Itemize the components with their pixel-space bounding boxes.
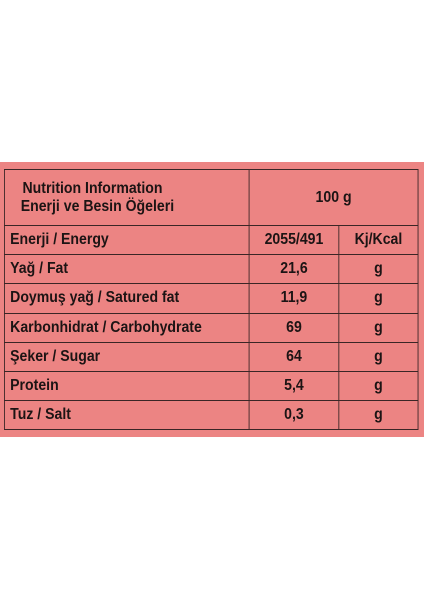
row-value-saturated-fat: 11,9 bbox=[248, 283, 340, 314]
row-unit-energy: Kj/Kcal bbox=[338, 225, 419, 256]
table-header-row: Nutrition Information Enerji ve Besin Öğ… bbox=[4, 168, 419, 227]
row-unit-protein: g bbox=[338, 370, 419, 401]
row-value-salt: 0,3 bbox=[248, 399, 340, 431]
row-label-energy: Enerji / Energy bbox=[4, 225, 250, 256]
row-label-protein: Protein bbox=[4, 370, 250, 401]
table-row: Karbonhidrat / Carbohydrate 69 g bbox=[4, 312, 419, 343]
table-row: Şeker / Sugar 64 g bbox=[4, 341, 419, 372]
table-row: Enerji / Energy 2055/491 Kj/Kcal bbox=[4, 225, 419, 256]
header-title-cell: Nutrition Information Enerji ve Besin Öğ… bbox=[4, 168, 250, 227]
row-unit-fat: g bbox=[338, 254, 419, 285]
row-label-sugar: Şeker / Sugar bbox=[4, 341, 250, 372]
row-label-salt: Tuz / Salt bbox=[4, 399, 250, 431]
row-value-fat: 21,6 bbox=[248, 254, 340, 285]
title-turkish: Enerji ve Besin Öğeleri bbox=[20, 197, 175, 215]
row-value-carbohydrate: 69 bbox=[248, 312, 340, 343]
row-unit-sugar: g bbox=[338, 341, 419, 372]
row-label-carbohydrate: Karbonhidrat / Carbohydrate bbox=[4, 312, 250, 343]
row-value-sugar: 64 bbox=[248, 341, 340, 372]
nutrition-table: Nutrition Information Enerji ve Besin Öğ… bbox=[4, 168, 419, 431]
row-unit-carbohydrate: g bbox=[338, 312, 419, 343]
row-label-saturated-fat: Doymuş yağ / Satured fat bbox=[4, 283, 250, 314]
row-value-energy: 2055/491 bbox=[248, 225, 340, 256]
title-english: Nutrition Information bbox=[22, 179, 163, 197]
portion-size: 100 g bbox=[248, 168, 419, 227]
row-unit-salt: g bbox=[338, 399, 419, 431]
table-row: Doymuş yağ / Satured fat 11,9 g bbox=[4, 283, 419, 314]
row-label-fat: Yağ / Fat bbox=[4, 254, 250, 285]
nutrition-label: Nutrition Information Enerji ve Besin Öğ… bbox=[0, 162, 424, 437]
table-row: Protein 5,4 g bbox=[4, 370, 419, 401]
row-unit-saturated-fat: g bbox=[338, 283, 419, 314]
table-row: Tuz / Salt 0,3 g bbox=[4, 399, 419, 431]
table-row: Yağ / Fat 21,6 g bbox=[4, 254, 419, 285]
row-value-protein: 5,4 bbox=[248, 370, 340, 401]
